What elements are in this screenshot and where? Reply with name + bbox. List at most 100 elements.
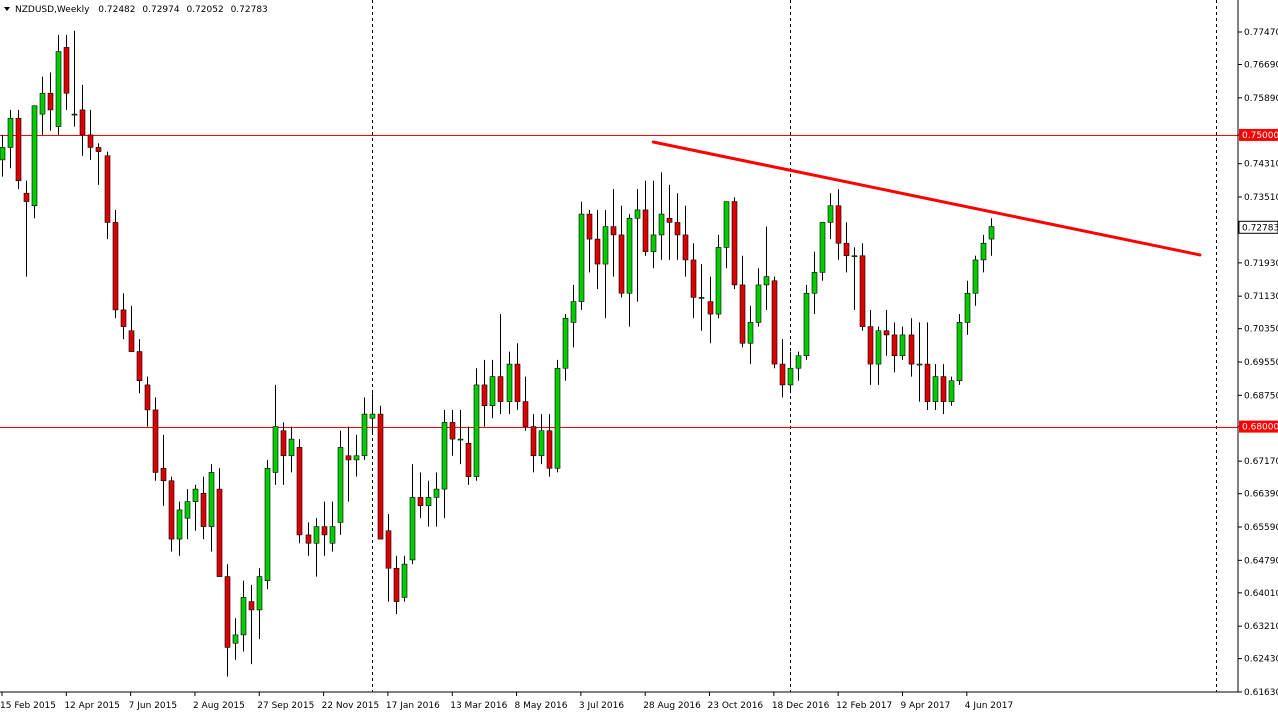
candle xyxy=(707,276,714,344)
candle xyxy=(650,180,657,269)
price-tick-label: 0.62430 xyxy=(1244,655,1278,665)
current-price-tag-background xyxy=(1238,220,1278,234)
candle xyxy=(747,305,754,365)
bear-candle-body xyxy=(530,426,537,457)
bear-candle-body xyxy=(835,205,842,244)
bear-candle-body xyxy=(449,422,456,440)
candle xyxy=(63,34,70,110)
bear-candle-body xyxy=(79,109,86,136)
candle xyxy=(0,134,6,177)
bull-candle-body xyxy=(240,597,247,636)
candle xyxy=(409,464,416,565)
candle xyxy=(506,351,513,415)
time-tick-label: 28 Aug 2016 xyxy=(643,701,701,711)
bear-candle-body xyxy=(168,480,175,540)
candle xyxy=(353,434,360,477)
candle xyxy=(168,476,175,552)
bull-candle-body xyxy=(208,472,215,527)
price-tick-label: 0.76690 xyxy=(1244,61,1278,71)
bull-candle-body xyxy=(626,217,633,294)
price-tick-label: 0.65590 xyxy=(1244,523,1278,533)
candle xyxy=(417,472,424,519)
trendline-layer xyxy=(651,140,1202,257)
candle xyxy=(337,430,344,535)
price-tick-label: 0.66390 xyxy=(1244,490,1278,500)
bull-candle-body xyxy=(184,501,191,519)
price-tick-label: 0.77470 xyxy=(1244,28,1278,38)
candle xyxy=(610,189,617,277)
bear-candle-body xyxy=(514,363,521,402)
candle xyxy=(361,397,368,460)
bull-candle-body xyxy=(353,455,360,461)
candle xyxy=(192,484,199,531)
candle xyxy=(377,405,384,540)
bull-candle-body xyxy=(39,92,46,115)
candle xyxy=(674,193,681,260)
bear-candle-body xyxy=(731,201,738,286)
candle xyxy=(964,280,971,335)
close-value: 0.72783 xyxy=(231,5,268,15)
price-tick-label: 0.70350 xyxy=(1244,325,1278,335)
candle xyxy=(39,76,46,135)
bull-candle-body xyxy=(972,259,979,294)
bull-candle-body xyxy=(489,376,496,407)
dropdown-triangle-icon[interactable] xyxy=(4,7,10,11)
candle xyxy=(473,368,480,481)
time-tick-label: 15 Feb 2015 xyxy=(0,701,56,711)
price-tick-label: 0.74310 xyxy=(1244,160,1278,170)
bear-candle-body xyxy=(522,401,529,427)
bear-candle-body xyxy=(739,284,746,344)
bear-candle-body xyxy=(771,280,778,365)
bear-candle-body xyxy=(144,384,151,411)
candle xyxy=(835,189,842,260)
candle xyxy=(956,314,963,385)
bear-candle-body xyxy=(690,259,697,298)
candle xyxy=(803,284,810,360)
candle xyxy=(731,197,738,290)
bull-candle-body xyxy=(634,209,641,219)
bear-candle-body xyxy=(63,47,70,94)
candle xyxy=(787,351,794,394)
candle xyxy=(208,464,215,552)
candle xyxy=(71,30,78,127)
level-tag-background xyxy=(1239,420,1278,433)
bear-candle-body xyxy=(610,226,617,236)
bull-candle-body xyxy=(747,322,754,344)
candle xyxy=(31,105,38,219)
time-tick-label: 17 Jan 2016 xyxy=(386,701,440,711)
bear-candle-body xyxy=(216,488,223,577)
candle xyxy=(104,151,111,240)
high-value: 0.72974 xyxy=(142,5,179,15)
bull-candle-body xyxy=(956,322,963,382)
bull-candle-body xyxy=(899,334,906,357)
candle xyxy=(546,414,553,477)
candle xyxy=(152,397,159,481)
trendline[interactable] xyxy=(651,140,1202,257)
time-axis: 15 Feb 2015 12 Apr 2015 7 Jun 2015 2 Aug 20… xyxy=(0,692,1013,711)
bear-candle-body xyxy=(618,234,625,294)
candle xyxy=(899,326,906,360)
candle xyxy=(184,489,191,540)
bear-candle-body xyxy=(136,351,143,382)
candle xyxy=(256,568,263,640)
candle xyxy=(160,434,167,506)
bear-candle-body xyxy=(908,334,915,365)
time-tick-label: 22 Nov 2015 xyxy=(322,701,380,711)
bear-candle-body xyxy=(321,526,328,536)
price-tick-label: 0.71130 xyxy=(1244,292,1278,302)
candles xyxy=(0,30,995,677)
bull-candle-body xyxy=(698,297,705,299)
candle xyxy=(369,393,376,435)
candle xyxy=(867,309,874,385)
bear-candle-body xyxy=(674,222,681,236)
bull-candle-body xyxy=(803,292,810,357)
candle xyxy=(481,359,488,427)
bull-candle-body xyxy=(256,576,263,611)
candle xyxy=(272,384,279,485)
bull-candle-body xyxy=(658,213,665,236)
candle xyxy=(522,376,529,431)
bear-candle-body xyxy=(23,192,30,202)
bull-candle-body xyxy=(554,367,561,469)
time-tick-label: 3 Jul 2016 xyxy=(579,701,624,711)
